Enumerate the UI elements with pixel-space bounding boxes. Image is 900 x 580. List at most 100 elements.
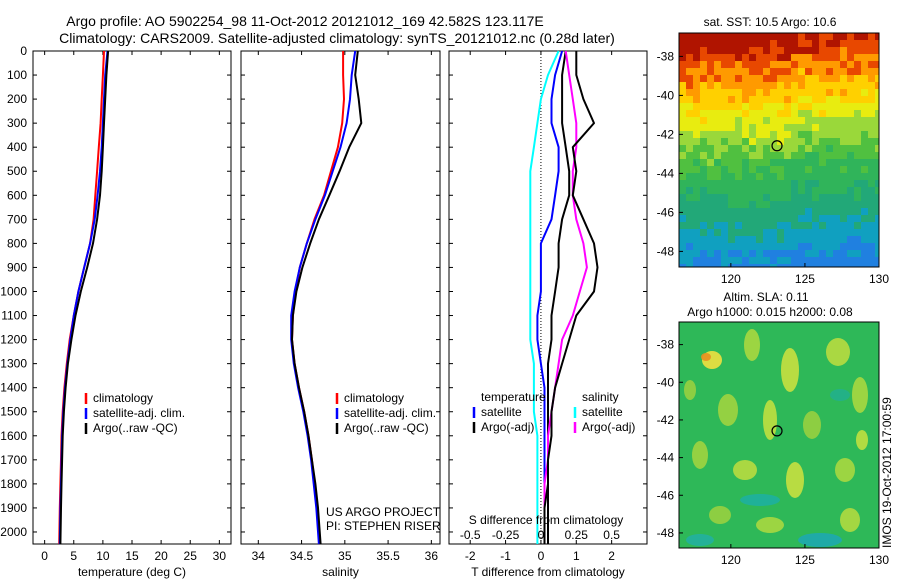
y-tick-label: 1100 — [1, 309, 27, 323]
sst-cell — [679, 264, 686, 267]
sst-cell — [833, 166, 840, 173]
sst-cell — [693, 201, 700, 208]
sst-cell — [833, 89, 840, 96]
x-tick-label: 35 — [338, 549, 352, 563]
sst-cell — [749, 229, 756, 236]
sst-cell — [847, 229, 854, 236]
sst-cell — [805, 229, 812, 236]
sst-cell — [756, 54, 763, 61]
sst-cell — [693, 54, 700, 61]
sst-cell — [798, 103, 805, 110]
sst-cell — [868, 82, 875, 89]
sst-cell — [784, 159, 791, 166]
sst-cell — [847, 152, 854, 159]
sst-cell — [742, 250, 749, 257]
sst-cell — [700, 187, 707, 194]
sst-cell — [805, 47, 812, 54]
sst-cell — [777, 180, 784, 187]
sst-cell — [749, 82, 756, 89]
sst-cell — [742, 138, 749, 145]
sst-cell — [875, 131, 879, 138]
sst-cell — [791, 187, 798, 194]
sst-cell — [742, 61, 749, 68]
sst-cell — [812, 215, 819, 222]
sst-cell — [735, 257, 742, 264]
sst-cell — [777, 187, 784, 194]
sst-cell — [819, 180, 826, 187]
y-tick-label: 300 — [7, 116, 27, 130]
sst-cell — [777, 173, 784, 180]
sst-cell — [847, 82, 854, 89]
sst-cell — [819, 131, 826, 138]
sst-cell — [735, 180, 742, 187]
sst-cell — [826, 166, 833, 173]
sst-cell — [840, 173, 847, 180]
sst-cell — [798, 215, 805, 222]
sst-cell — [868, 117, 875, 124]
sst-cell — [854, 82, 861, 89]
sst-cell — [784, 180, 791, 187]
sst-cell — [763, 187, 770, 194]
sst-cell — [742, 236, 749, 243]
sst-cell — [791, 138, 798, 145]
sst-cell — [812, 61, 819, 68]
salinity-series-line — [291, 50, 363, 545]
sst-cell — [875, 250, 879, 257]
sst-cell — [805, 117, 812, 124]
sst-cell — [735, 96, 742, 103]
sst-cell — [700, 40, 707, 47]
sst-cell — [735, 243, 742, 250]
sst-cell — [770, 110, 777, 117]
sst-cell — [784, 117, 791, 124]
sst-cell — [861, 257, 868, 264]
sst-cell — [791, 264, 798, 267]
sst-cell — [721, 61, 728, 68]
sst-cell — [756, 173, 763, 180]
sst-cell — [791, 236, 798, 243]
sst-cell — [749, 236, 756, 243]
sst-cell — [784, 54, 791, 61]
sst-cell — [742, 201, 749, 208]
sst-cell — [763, 131, 770, 138]
sst-cell — [826, 229, 833, 236]
sst-cell — [777, 152, 784, 159]
sst-cell — [791, 194, 798, 201]
sst-cell — [770, 47, 777, 54]
sst-cell — [707, 110, 714, 117]
sst-cell — [742, 117, 749, 124]
sst-cell — [819, 257, 826, 264]
sst-cell — [819, 61, 826, 68]
sla-anomaly-patch — [733, 460, 757, 480]
sst-cell — [861, 47, 868, 54]
sst-cell — [700, 89, 707, 96]
sst-cell — [798, 236, 805, 243]
sst-cell — [700, 103, 707, 110]
sst-cell — [714, 54, 721, 61]
sst-cell — [700, 215, 707, 222]
sst-cell — [742, 187, 749, 194]
figure-title-line2: Climatology: CARS2009. Satellite-adjuste… — [59, 30, 615, 46]
sst-cell — [791, 96, 798, 103]
sst-cell — [707, 201, 714, 208]
sst-cell — [861, 264, 868, 267]
sst-cell — [756, 201, 763, 208]
sst-cell — [854, 201, 861, 208]
salinity-legend-label: satellite-adj. clim. — [344, 406, 436, 420]
x-tick-label: -1 — [500, 549, 511, 563]
sst-cell — [686, 173, 693, 180]
sst-cell — [847, 187, 854, 194]
sst-cell — [700, 145, 707, 152]
sst-cell — [861, 243, 868, 250]
sst-cell — [868, 187, 875, 194]
y-tick-label: 1300 — [0, 357, 27, 371]
sst-cell — [735, 173, 742, 180]
sst-cell — [686, 166, 693, 173]
sst-cell — [679, 103, 686, 110]
sst-cell — [805, 124, 812, 131]
sst-cell — [756, 243, 763, 250]
sst-cell — [763, 110, 770, 117]
sst-cell — [742, 82, 749, 89]
sst-cell — [854, 222, 861, 229]
sst-cell — [756, 124, 763, 131]
map-lat-tick-label: -44 — [657, 166, 675, 180]
